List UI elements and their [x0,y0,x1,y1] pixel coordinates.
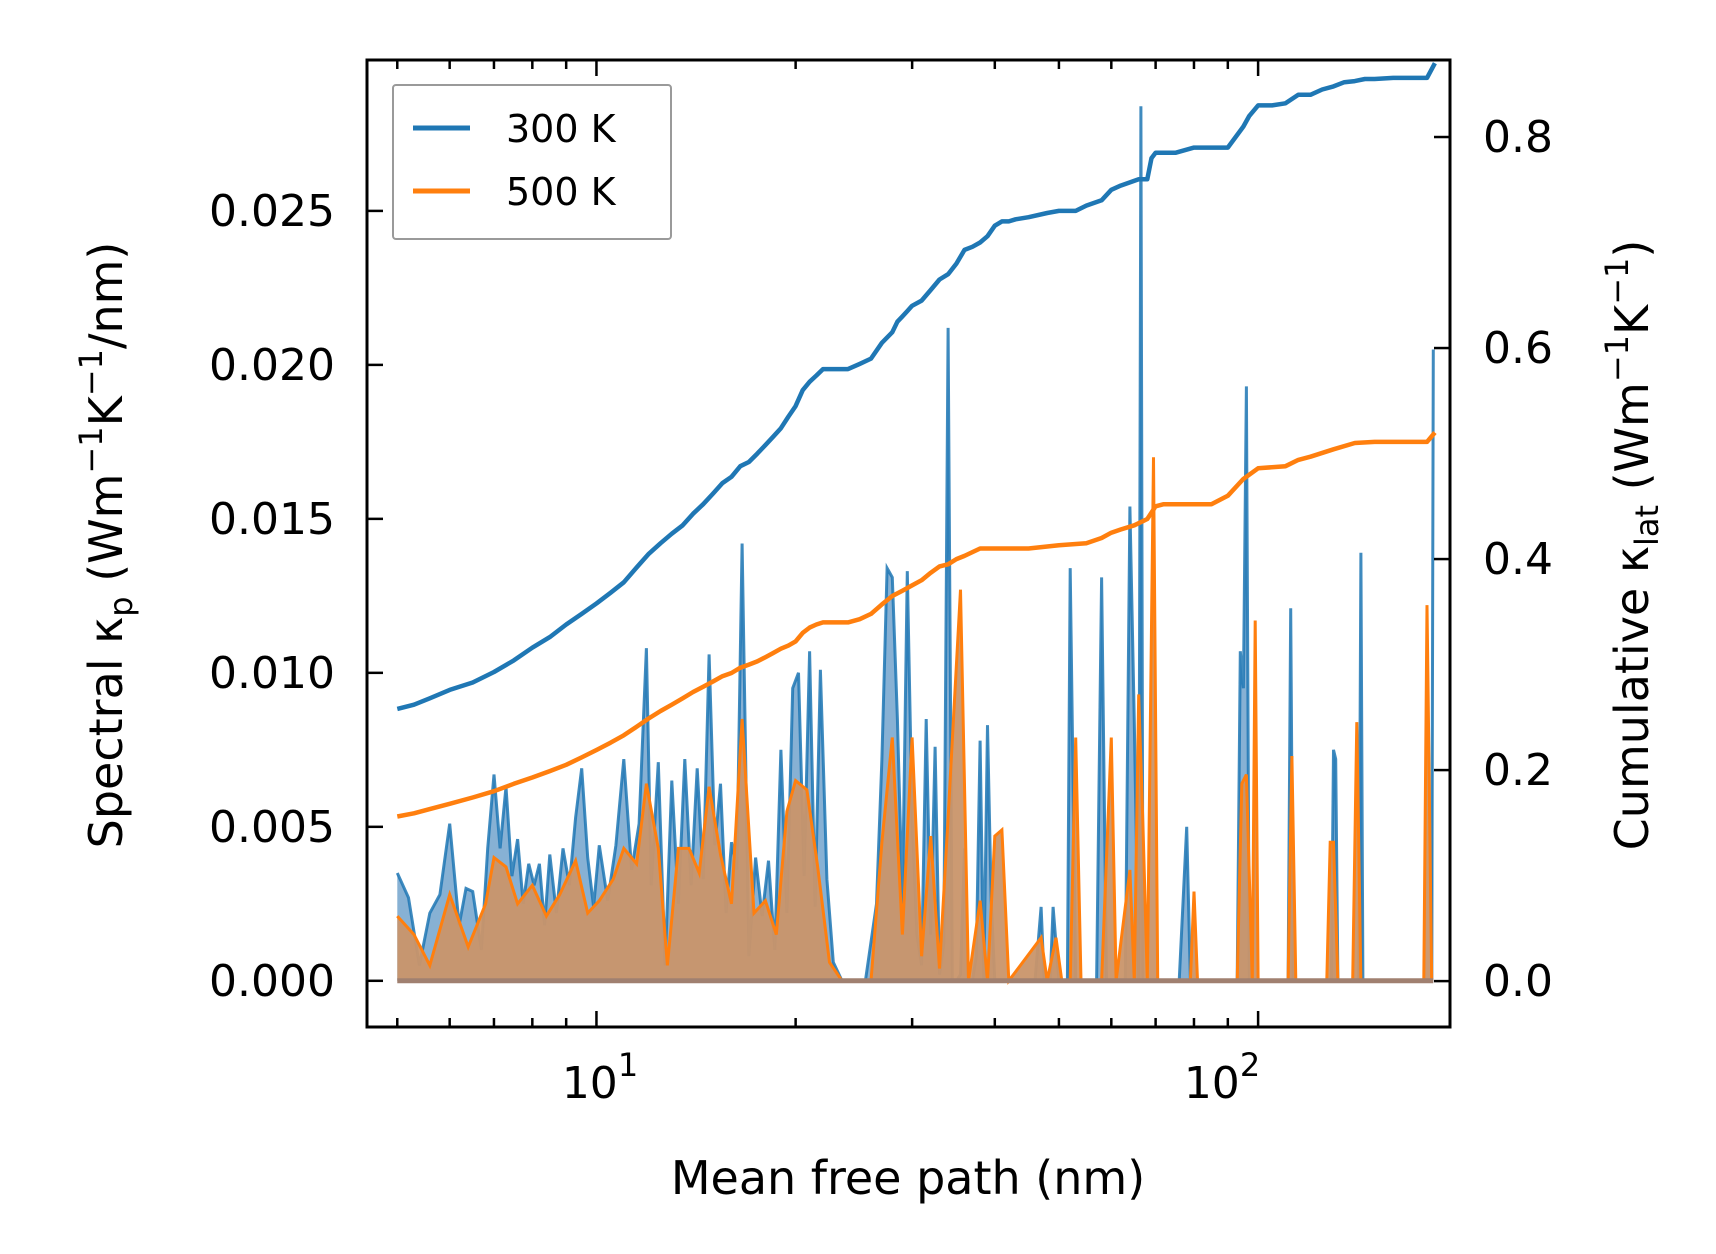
y-right-tick-label: 0.0 [1483,956,1553,1007]
y-left-tick-label: 0.015 [209,494,335,545]
legend-label-300K: 300 K [506,107,617,151]
y-left-tick-label: 0.000 [209,956,335,1007]
left-y-tick-labels: 0.000 0.005 0.010 0.015 0.020 0.025 [209,186,335,1007]
spectral-line-500K [396,457,1434,986]
tick-group [367,60,1450,1027]
x-tick-label-100: 102 [1184,1046,1260,1109]
y-right-axis-title: Cumulative κlat (Wm−1K−1) [1598,240,1666,851]
y-right-tick-label: 0.8 [1483,112,1553,163]
y-left-tick-label: 0.025 [209,186,335,237]
y-left-tick-label: 0.020 [209,340,335,391]
x-axis-title: Mean free path (nm) [671,1151,1145,1205]
plot-frame [365,58,1452,1029]
cumulative-line-500K [396,431,1437,819]
cumulative-line-300K [396,62,1437,712]
legend: 300 K 500 K [392,84,672,240]
right-y-tick-labels: 0.0 0.2 0.4 0.6 0.8 [1483,112,1553,1007]
spectral-area-500K [397,457,1432,981]
y-left-axis-title: Spectral κp (Wm−1K−1/nm) [72,242,140,849]
y-right-tick-label: 0.4 [1483,534,1553,585]
plot-area [395,62,1437,986]
legend-box [392,84,672,240]
y-left-tick-label: 0.010 [209,648,335,699]
y-right-tick-label: 0.2 [1483,745,1553,796]
y-left-tick-label: 0.005 [209,802,335,853]
legend-label-500K: 500 K [506,170,617,214]
x-tick-label-10: 101 [562,1046,638,1109]
y-right-tick-label: 0.6 [1483,323,1553,374]
